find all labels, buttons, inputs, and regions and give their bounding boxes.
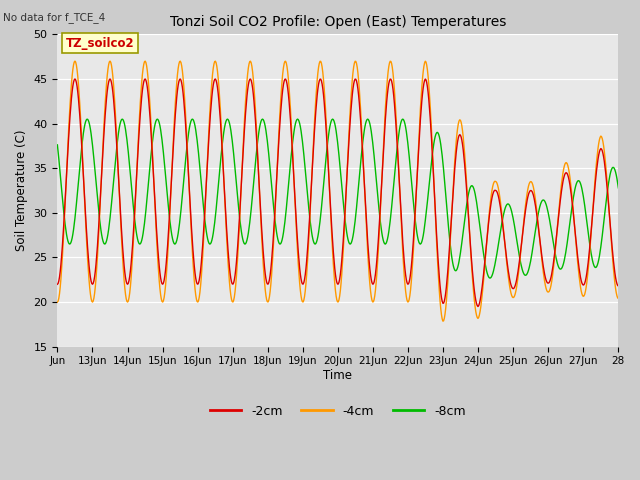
- Text: TZ_soilco2: TZ_soilco2: [66, 37, 134, 50]
- Text: No data for f_TCE_4: No data for f_TCE_4: [3, 12, 106, 23]
- Title: Tonzi Soil CO2 Profile: Open (East) Temperatures: Tonzi Soil CO2 Profile: Open (East) Temp…: [170, 15, 506, 29]
- X-axis label: Time: Time: [323, 369, 353, 382]
- Y-axis label: Soil Temperature (C): Soil Temperature (C): [15, 130, 28, 251]
- Legend: -2cm, -4cm, -8cm: -2cm, -4cm, -8cm: [205, 400, 471, 423]
